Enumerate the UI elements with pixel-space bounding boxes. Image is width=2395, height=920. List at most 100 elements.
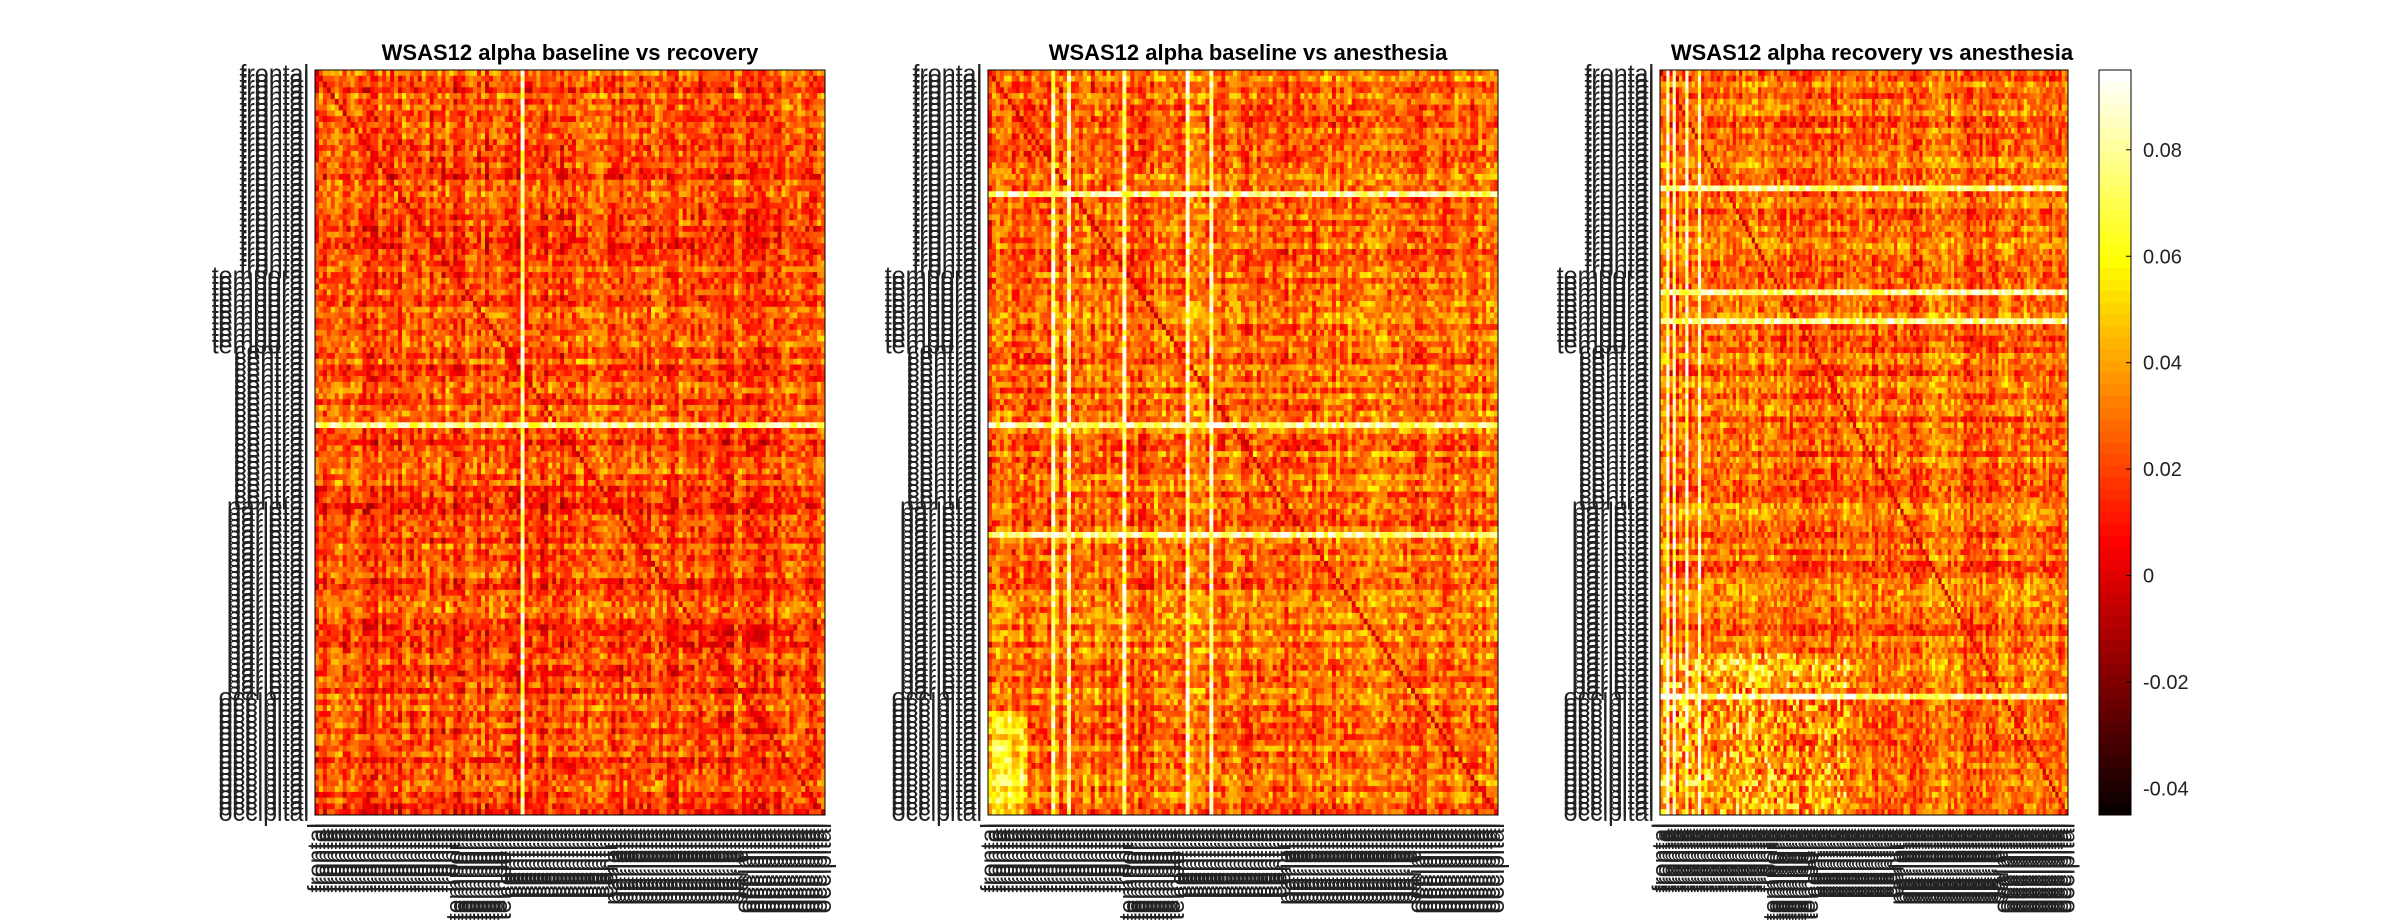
heatmap-cell (765, 202, 771, 210)
heatmap-cell (706, 93, 711, 100)
heatmap-cell (817, 277, 822, 285)
heatmap-cell (789, 272, 794, 279)
heatmap-cell (781, 231, 786, 238)
heatmap-cell (587, 231, 593, 238)
heatmap-cell (722, 208, 727, 215)
heatmap-cell (761, 93, 767, 100)
heatmap-cell (350, 87, 356, 94)
heatmap-cell (702, 145, 707, 152)
heatmap-cell (639, 116, 644, 123)
heatmap-cell (374, 185, 379, 192)
heatmap-cell (390, 191, 395, 198)
heatmap-cell (378, 231, 383, 238)
heatmap-cell (722, 116, 727, 123)
heatmap-cell (595, 173, 601, 181)
heatmap-cell (773, 243, 779, 250)
heatmap-cell (651, 260, 656, 267)
heatmap-cell (793, 81, 798, 88)
heatmap-cell (465, 202, 470, 210)
heatmap-cell (409, 289, 415, 296)
heatmap-cell (334, 139, 340, 146)
heatmap-cell (326, 70, 332, 77)
heatmap-cell (315, 133, 320, 140)
heatmap-cell (532, 283, 537, 290)
heatmap-cell (773, 214, 779, 221)
heatmap-cell (413, 104, 419, 111)
heatmap-cell (761, 133, 767, 140)
heatmap-cell (449, 260, 454, 267)
heatmap-cell (394, 237, 399, 244)
heatmap-cell (678, 225, 684, 233)
heatmap-cell (635, 121, 640, 129)
heatmap-cell (516, 254, 522, 262)
heatmap-cell (437, 243, 443, 250)
heatmap-cell (745, 179, 751, 187)
heatmap-cell (504, 185, 510, 192)
heatmap-cell (441, 150, 446, 158)
heatmap-cell (813, 127, 818, 135)
heatmap-cell (718, 208, 723, 215)
heatmap-cell (437, 98, 443, 106)
heatmap-cell (457, 237, 462, 244)
heatmap-cell (524, 173, 529, 181)
heatmap-cell (595, 156, 601, 163)
heatmap-cell (686, 121, 692, 129)
heatmap-cell (662, 243, 668, 250)
heatmap-cell (409, 191, 415, 198)
heatmap-cell (741, 266, 747, 273)
heatmap-cell (813, 139, 818, 146)
heatmap-cell (603, 289, 609, 296)
heatmap-cell (623, 168, 628, 175)
heatmap-cell (536, 70, 541, 77)
heatmap-cell (619, 260, 624, 267)
heatmap-cell (409, 127, 415, 135)
heatmap-cell (757, 104, 763, 111)
heatmap-cell (726, 214, 731, 221)
heatmap-cell (647, 231, 652, 238)
heatmap-cell (378, 133, 383, 140)
heatmap-cell (741, 208, 747, 215)
heatmap-cell (627, 202, 632, 210)
heatmap-cell (374, 197, 379, 204)
heatmap-cell (599, 121, 605, 129)
heatmap-cell (568, 202, 573, 210)
heatmap-cell (405, 260, 411, 267)
heatmap-cell (401, 150, 407, 158)
heatmap-cell (607, 133, 613, 140)
heatmap-cell (437, 237, 443, 244)
heatmap-cell (488, 254, 494, 262)
heatmap-cell (690, 133, 696, 140)
heatmap-cell (540, 243, 545, 250)
heatmap-cell (516, 75, 522, 83)
heatmap-cell (817, 121, 822, 129)
heatmap-cell (445, 202, 450, 210)
heatmap-cell (401, 237, 407, 244)
heatmap-cell (390, 185, 395, 192)
heatmap-cell (647, 179, 652, 187)
heatmap-cell (528, 249, 533, 256)
heatmap-cell (702, 243, 707, 250)
heatmap-cell (595, 260, 601, 267)
heatmap-cell (390, 168, 395, 175)
heatmap-cell (639, 81, 644, 88)
heatmap-cell (603, 225, 609, 233)
heatmap-cell (777, 145, 783, 152)
heatmap-cell (694, 202, 699, 210)
heatmap-cell (528, 127, 533, 135)
heatmap-cell (516, 208, 522, 215)
heatmap-cell (386, 150, 391, 158)
heatmap-cell (481, 289, 486, 296)
heatmap-cell (315, 220, 320, 227)
heatmap-cell (334, 81, 340, 88)
heatmap-cell (552, 179, 557, 187)
heatmap-cell (690, 173, 696, 181)
heatmap-cell (532, 81, 537, 88)
heatmap-cell (401, 272, 407, 279)
heatmap-cell (342, 202, 348, 210)
heatmap-cell (457, 162, 462, 169)
heatmap-cell (757, 127, 763, 135)
heatmap-cell (492, 145, 498, 152)
heatmap-cell (753, 173, 759, 181)
heatmap-cell (702, 87, 707, 94)
heatmap-cell (378, 162, 383, 169)
